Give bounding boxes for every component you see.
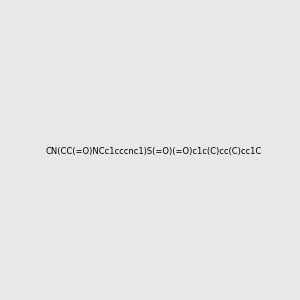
Text: CN(CC(=O)NCc1cccnc1)S(=O)(=O)c1c(C)cc(C)cc1C: CN(CC(=O)NCc1cccnc1)S(=O)(=O)c1c(C)cc(C)…	[46, 147, 262, 156]
